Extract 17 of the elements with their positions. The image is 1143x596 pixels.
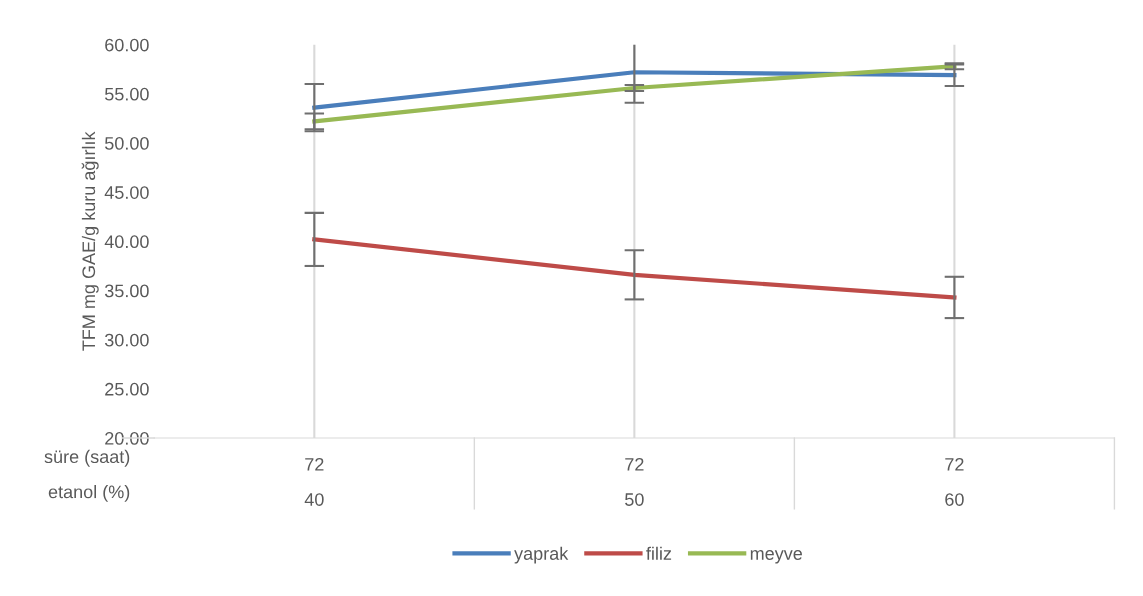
category-label: 72 40 (304, 457, 324, 506)
x-axis-title: süre (saat) etanol (%) (44, 449, 130, 502)
y-tick-label: 30.00 (104, 333, 149, 347)
category-label: 72 50 (625, 457, 644, 506)
legend-label: meyve (750, 550, 802, 564)
y-tick-label: 25.00 (105, 382, 149, 396)
y-tick-label: 35.00 (104, 284, 149, 298)
y-tick-label: 20.00 (105, 431, 149, 445)
y-tick-label: 45.00 (104, 186, 149, 199)
y-tick-label: 55.00 (104, 87, 149, 101)
y-tick-label: 60.00 (105, 38, 149, 52)
y-axis-title: TFM mg GAE/g kuru ağırlık (81, 131, 99, 351)
category-label: 72 60 (945, 457, 964, 506)
y-tick-label: 40.00 (104, 235, 149, 249)
y-tick-label: 50.00 (104, 136, 149, 150)
legend-label: yaprak (514, 546, 569, 564)
legend-label: filiz (646, 546, 672, 560)
